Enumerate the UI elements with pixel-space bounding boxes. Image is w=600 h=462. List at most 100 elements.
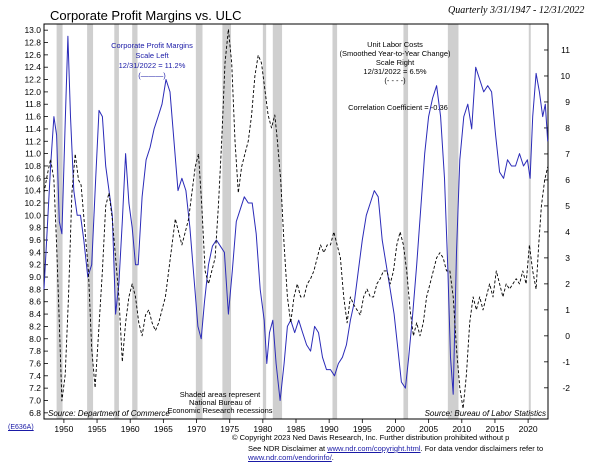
series-line-unit-labor-costs xyxy=(43,28,549,410)
left-tick-label-4: 7.6 xyxy=(29,358,41,368)
vendorinfo-link[interactable]: www.ndr.com/vendorinfo/ xyxy=(248,453,332,462)
right-series-label-line-1: (Smoothed Year-to-Year Change) xyxy=(339,49,451,58)
recession-band-9 xyxy=(403,24,409,419)
chart-code-link[interactable]: (E636A) xyxy=(8,424,34,431)
left-tick-label-22: 11.2 xyxy=(25,136,41,146)
left-series-label-line-1: Scale Left xyxy=(135,51,169,60)
left-series-legend-marker: (———) xyxy=(138,71,166,80)
x-tick-label-13: 2015 xyxy=(485,424,504,434)
right-tick-label-12: 10 xyxy=(561,71,571,81)
correlation-coefficient: Correlation Coefficient = -0.36 xyxy=(348,103,448,112)
left-tick-label-5: 7.8 xyxy=(29,346,41,356)
x-tick-label-3: 1965 xyxy=(154,424,173,434)
right-tick-label-10: 8 xyxy=(565,123,570,133)
x-tick-label-8: 1990 xyxy=(320,424,339,434)
chart-period: Quarterly 3/31/1947 - 12/31/2022 xyxy=(448,5,585,16)
left-tick-label-26: 12.0 xyxy=(24,87,41,97)
recession-band-8 xyxy=(332,24,338,419)
right-tick-label-6: 4 xyxy=(565,227,570,237)
x-tick-label-10: 2000 xyxy=(386,424,405,434)
left-series-label-line-2: 12/31/2022 = 11.2% xyxy=(119,61,186,70)
left-tick-label-2: 7.2 xyxy=(29,383,41,393)
left-tick-label-16: 10.0 xyxy=(24,210,41,220)
x-tick-label-9: 1995 xyxy=(353,424,372,434)
right-tick-label-11: 9 xyxy=(565,97,570,107)
right-tick-label-7: 5 xyxy=(565,201,570,211)
left-tick-label-15: 9.8 xyxy=(29,223,41,233)
left-tick-label-10: 8.8 xyxy=(29,284,41,294)
x-tick-label-6: 1980 xyxy=(253,424,272,434)
left-series-label-line-0: Corporate Profit Margins xyxy=(111,41,193,50)
recession-band-10 xyxy=(447,24,459,419)
recession-band-2 xyxy=(114,24,119,419)
x-tick-label-4: 1970 xyxy=(187,424,206,434)
shaded-note-line-0: Shaded areas represent xyxy=(180,390,261,399)
left-tick-label-21: 11.0 xyxy=(25,149,41,159)
right-tick-label-3: 1 xyxy=(565,305,570,315)
x-tick-label-5: 1975 xyxy=(220,424,239,434)
x-tick-label-12: 2010 xyxy=(452,424,471,434)
left-tick-label-30: 12.8 xyxy=(24,38,41,48)
left-tick-label-6: 8.0 xyxy=(29,334,41,344)
left-tick-label-19: 10.6 xyxy=(24,173,41,183)
x-tick-label-14: 2020 xyxy=(519,424,538,434)
disclaimer-text-a: See NDR Disclaimer at xyxy=(248,444,328,453)
right-series-label-line-0: Unit Labor Costs xyxy=(367,40,423,49)
x-tick-label-2: 1960 xyxy=(121,424,140,434)
left-tick-label-13: 9.4 xyxy=(29,247,41,257)
left-tick-label-1: 7.0 xyxy=(29,395,41,405)
recession-band-5 xyxy=(222,24,232,419)
recession-band-11 xyxy=(528,24,531,419)
chart-title: Corporate Profit Margins vs. ULC xyxy=(50,8,242,23)
right-tick-label-2: 0 xyxy=(565,331,570,341)
recession-band-7 xyxy=(272,24,283,419)
left-tick-label-18: 10.4 xyxy=(24,186,41,196)
right-tick-label-4: 2 xyxy=(565,279,570,289)
left-tick-label-20: 10.8 xyxy=(24,161,41,171)
left-tick-label-27: 12.2 xyxy=(24,75,41,85)
shaded-note-line-1: National Bureau of xyxy=(189,398,252,407)
right-tick-label-9: 7 xyxy=(565,149,570,159)
left-tick-label-9: 8.6 xyxy=(29,297,41,307)
left-tick-label-29: 12.6 xyxy=(24,50,41,60)
copyright-line: © Copyright 2023 Ned Davis Research, Inc… xyxy=(232,433,510,442)
right-tick-label-13: 11 xyxy=(561,45,570,55)
right-tick-label-1: -1 xyxy=(562,357,570,367)
left-tick-label-25: 11.8 xyxy=(25,99,41,109)
disclaimer-text-c: . xyxy=(331,453,334,462)
left-tick-label-31: 13.0 xyxy=(24,25,41,35)
left-tick-label-3: 7.4 xyxy=(29,371,41,381)
source-left: Source: Department of Commerce xyxy=(48,409,170,418)
left-tick-label-23: 11.4 xyxy=(25,124,41,134)
left-tick-label-8: 8.4 xyxy=(29,309,41,319)
left-tick-label-0: 6.8 xyxy=(29,408,41,418)
right-tick-label-0: -2 xyxy=(562,383,570,393)
right-series-legend-marker: (- - - -) xyxy=(384,76,406,85)
source-right: Source: Bureau of Labor Statistics xyxy=(425,409,546,418)
disclaimer-line: See NDR Disclaimer at www.ndr.com/copyri… xyxy=(248,444,600,462)
recession-band-1 xyxy=(87,24,94,419)
recession-band-3 xyxy=(132,24,138,419)
recession-band-4 xyxy=(195,24,203,419)
right-tick-label-8: 6 xyxy=(565,175,570,185)
left-tick-label-28: 12.4 xyxy=(24,62,41,72)
series-line-profit-margins xyxy=(43,35,549,401)
copyright-link[interactable]: www.ndr.com/copyright.html xyxy=(327,444,421,453)
left-tick-label-7: 8.2 xyxy=(29,321,41,331)
recession-band-6 xyxy=(262,24,267,419)
x-tick-label-0: 1950 xyxy=(54,424,73,434)
right-series-label-line-2: Scale Right xyxy=(376,58,415,67)
disclaimer-text-b: . For data vendor disclaimers refer to xyxy=(420,444,544,453)
right-series-label-line-3: 12/31/2022 = 6.5% xyxy=(363,67,427,76)
left-tick-label-11: 9.0 xyxy=(29,272,41,282)
plot-frame xyxy=(43,23,549,420)
left-tick-label-14: 9.6 xyxy=(29,235,41,245)
left-tick-label-24: 11.6 xyxy=(25,112,41,122)
x-tick-label-7: 1985 xyxy=(287,424,306,434)
shaded-note-line-2: Economic Research recessions xyxy=(167,406,272,415)
right-tick-label-5: 3 xyxy=(565,253,570,263)
left-tick-label-17: 10.2 xyxy=(24,198,41,208)
left-tick-label-12: 9.2 xyxy=(29,260,41,270)
x-tick-label-1: 1955 xyxy=(88,424,107,434)
